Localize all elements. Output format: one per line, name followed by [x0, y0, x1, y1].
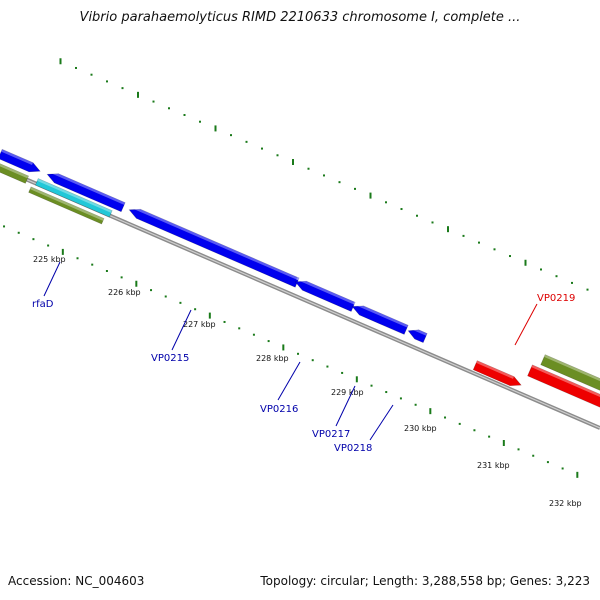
feature-layer: [0, 148, 600, 414]
leader-line-vp0218: [369, 404, 394, 441]
leader-line-vp0219: [514, 303, 538, 346]
gene-label-rfad[interactable]: rfaD: [32, 299, 54, 310]
gene-label-lines: [43, 261, 538, 441]
gene-red-2[interactable]: [527, 364, 600, 414]
scale-labels: 225 kbp 226 kbp 227 kbp 228 kbp 229 kbp …: [33, 255, 582, 508]
gene-blue-1[interactable]: [0, 148, 42, 176]
leader-line-vp0216: [277, 361, 301, 401]
gene-label-vp0219[interactable]: VP0219: [537, 293, 575, 304]
cds-olive-2[interactable]: [28, 186, 105, 225]
gene-blue-3[interactable]: [127, 205, 300, 288]
scale-label-226: 226 kbp: [108, 288, 141, 297]
scale-label-228: 228 kbp: [256, 354, 289, 363]
scale-label-231: 231 kbp: [477, 461, 510, 470]
cds-olive-3[interactable]: [540, 354, 600, 399]
map-title: Vibrio parahaemolyticus RIMD 2210633 chr…: [79, 10, 521, 25]
gene-blue-4[interactable]: [293, 277, 356, 312]
leader-line-vp0217: [335, 385, 356, 427]
scale-label-230: 230 kbp: [404, 424, 437, 433]
gene-blue-5[interactable]: [350, 301, 409, 335]
scale-label-225: 225 kbp: [33, 255, 66, 264]
scale-label-227: 227 kbp: [183, 320, 216, 329]
genome-summary-text: Topology: circular; Length: 3,288,558 bp…: [260, 574, 590, 588]
gene-label-vp0216[interactable]: VP0216: [260, 404, 298, 415]
gene-label-vp0218[interactable]: VP0218: [334, 443, 372, 454]
scale-label-232: 232 kbp: [549, 499, 582, 508]
leader-line-rfad: [43, 261, 61, 297]
accession-text: Accession: NC_004603: [8, 574, 145, 588]
gene-label-vp0217[interactable]: VP0217: [312, 429, 350, 440]
gene-label-vp0215[interactable]: VP0215: [151, 353, 189, 364]
cds-olive-1[interactable]: [0, 161, 29, 184]
gene-cyan-1[interactable]: [35, 178, 113, 218]
gene-labels[interactable]: rfaD VP0215 VP0216 VP0217 VP0218 VP0219: [32, 293, 575, 454]
scale-label-229: 229 kbp: [331, 388, 364, 397]
leader-line-vp0215: [171, 309, 192, 351]
tick-layer: [3, 58, 589, 478]
gene-red-1[interactable]: [472, 360, 523, 390]
gene-blue-6[interactable]: [406, 326, 428, 344]
gene-blue-2[interactable]: [45, 169, 126, 213]
